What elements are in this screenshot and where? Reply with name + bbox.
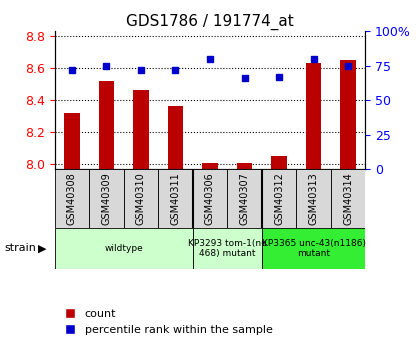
Bar [262, 169, 297, 228]
Bar [237, 162, 252, 169]
Text: GSM40313: GSM40313 [309, 172, 319, 225]
Bar [202, 162, 218, 169]
Title: GDS1786 / 191774_at: GDS1786 / 191774_at [126, 13, 294, 30]
Text: GSM40308: GSM40308 [67, 172, 77, 225]
Text: wildtype: wildtype [104, 244, 143, 253]
Text: KP3365 unc-43(n1186)
mutant: KP3365 unc-43(n1186) mutant [262, 239, 365, 258]
Text: GSM40312: GSM40312 [274, 172, 284, 225]
Bar [133, 90, 149, 169]
Bar [227, 169, 262, 228]
Bar [297, 169, 331, 228]
Bar [158, 169, 193, 228]
Bar [193, 169, 227, 228]
Text: KP3293 tom-1(nu
468) mutant: KP3293 tom-1(nu 468) mutant [188, 239, 267, 258]
Bar [331, 169, 365, 228]
Text: strain: strain [4, 244, 36, 253]
Bar [123, 169, 158, 228]
Text: GSM40309: GSM40309 [101, 172, 111, 225]
Text: GSM40306: GSM40306 [205, 172, 215, 225]
Text: GSM40307: GSM40307 [239, 172, 249, 225]
Text: ▶: ▶ [38, 244, 46, 253]
Bar [55, 228, 193, 269]
Text: GSM40314: GSM40314 [343, 172, 353, 225]
Bar [262, 228, 365, 269]
Bar [99, 81, 114, 169]
Text: GSM40311: GSM40311 [171, 172, 181, 225]
Bar [271, 156, 287, 169]
Bar [306, 63, 321, 169]
Bar [340, 60, 356, 169]
Bar [55, 169, 89, 228]
Bar [193, 228, 262, 269]
Bar [64, 113, 80, 169]
Bar [89, 169, 123, 228]
Bar [168, 107, 183, 169]
Legend: count, percentile rank within the sample: count, percentile rank within the sample [60, 305, 277, 339]
Text: GSM40310: GSM40310 [136, 172, 146, 225]
